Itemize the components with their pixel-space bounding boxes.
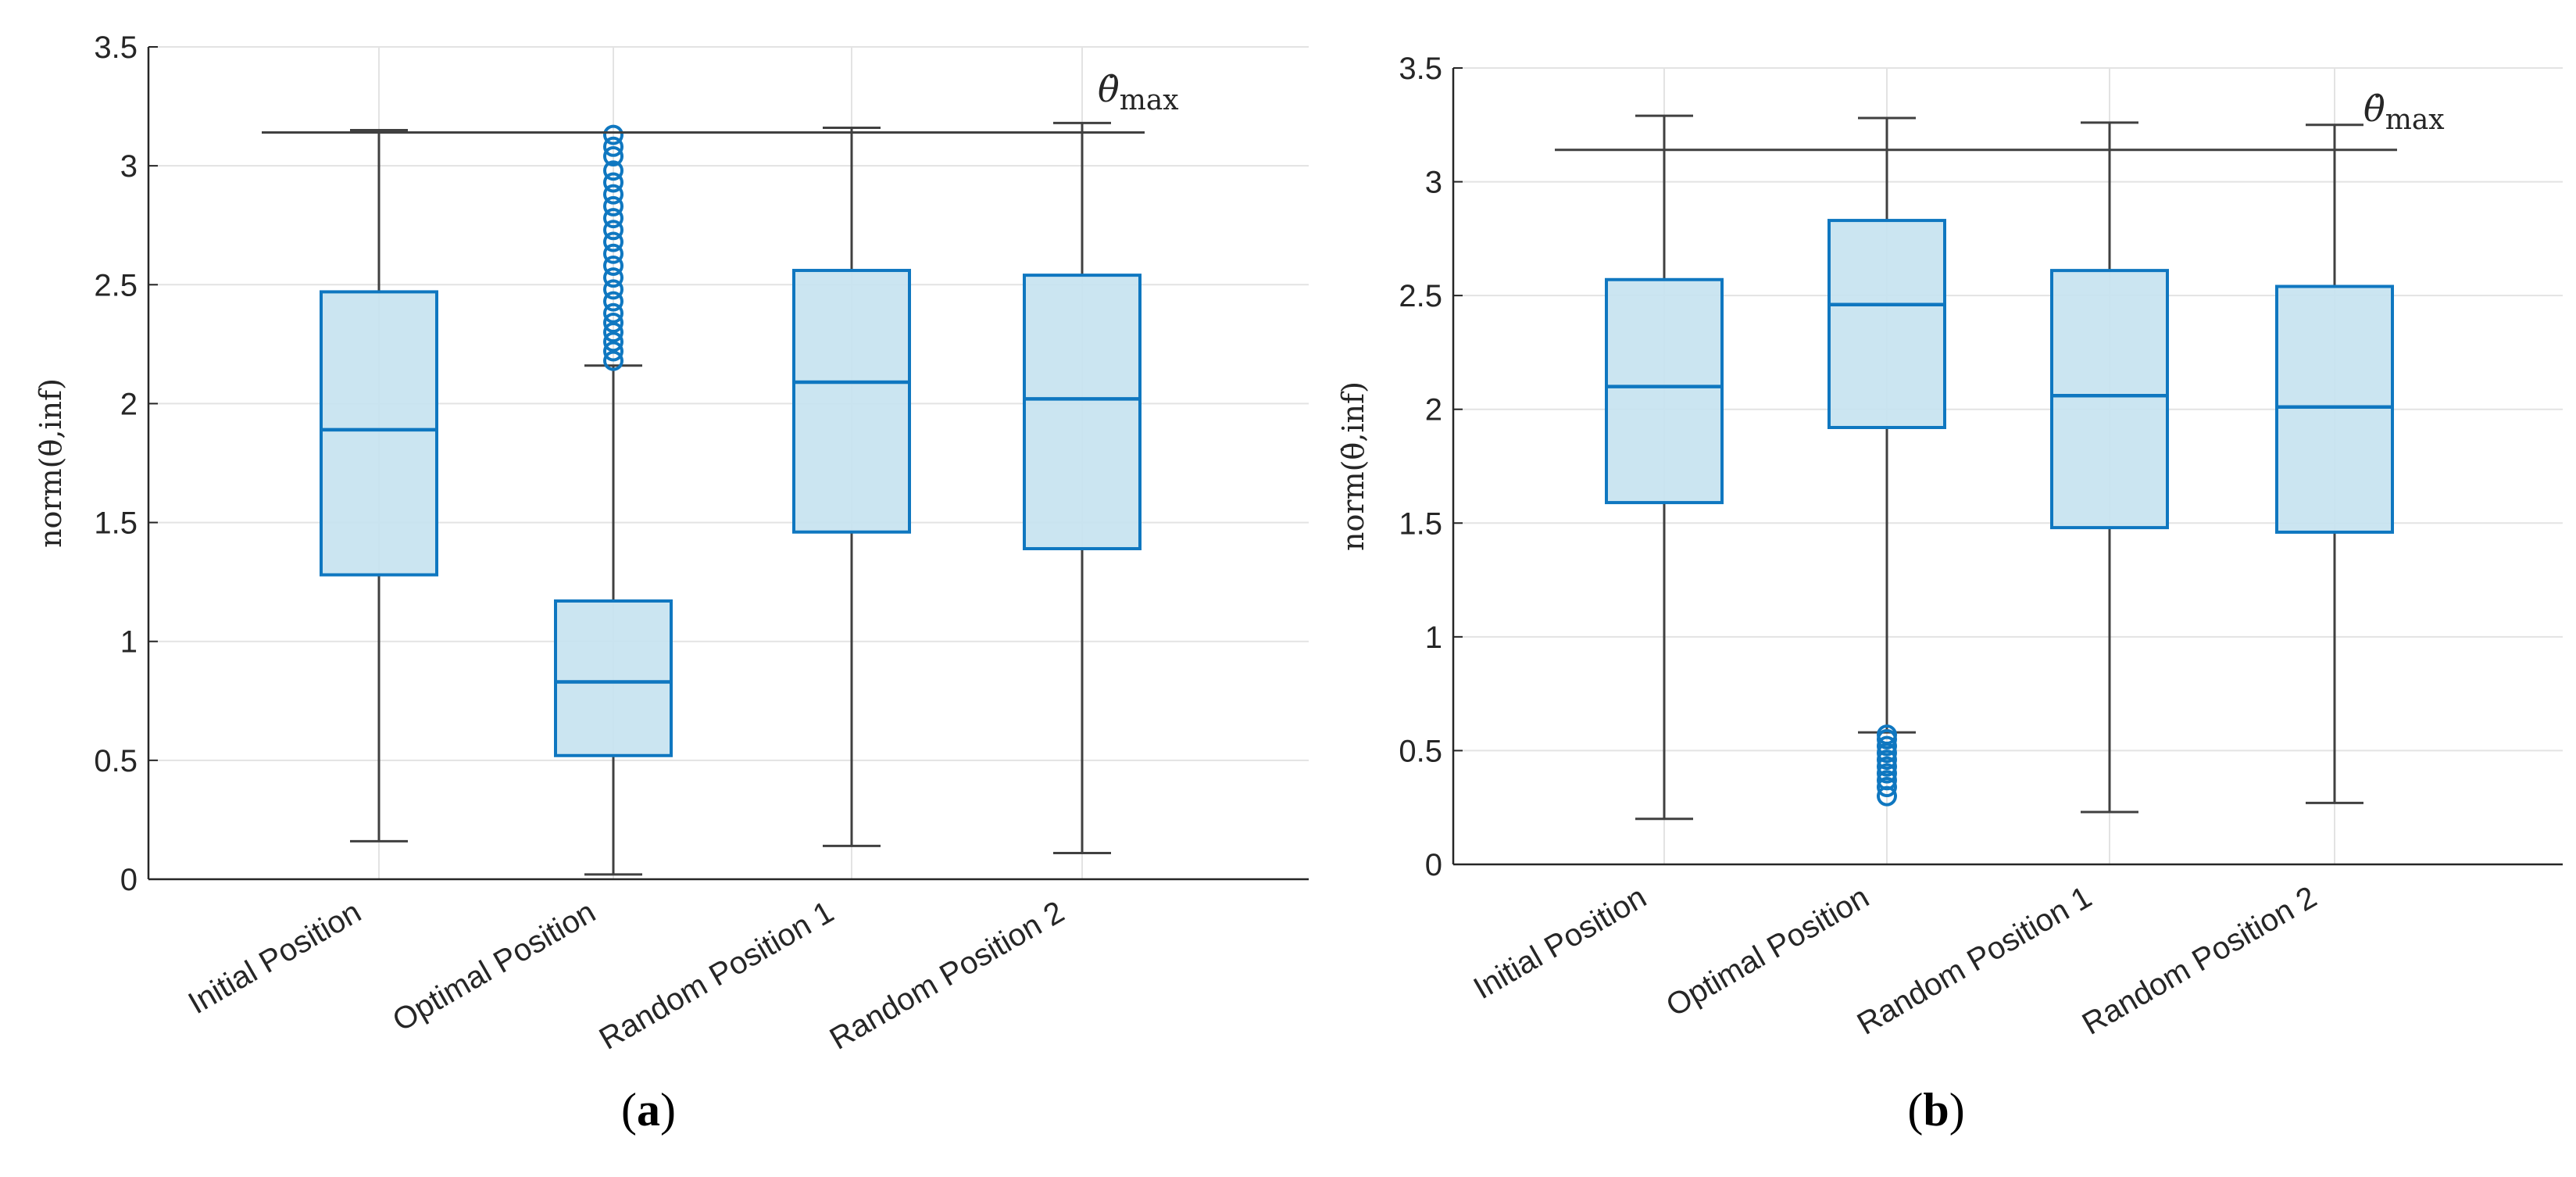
iqr-box	[320, 290, 438, 577]
outlier-point	[603, 279, 623, 300]
outlier-point	[1877, 735, 1897, 757]
y-tick-label: 0.5	[94, 744, 138, 778]
x-category-label: Optimal Position	[1660, 880, 1874, 1024]
outlier-point	[603, 267, 623, 288]
panel-label-part: b	[1923, 1084, 1949, 1136]
outlier-point	[603, 312, 623, 333]
outlier-point	[603, 231, 623, 252]
x-category-label: Random Position 1	[594, 895, 840, 1057]
box-optimal-position	[554, 124, 673, 876]
outlier-point	[1877, 770, 1897, 791]
chart-panel-a: 0 0.5 1 1.5 2 2.5 3 3.5 Initial Position Optimal …	[34, 30, 1309, 1136]
panel-label-part: )	[660, 1084, 676, 1136]
panel-label-part: (	[1907, 1084, 1923, 1136]
outlier-point	[1877, 724, 1897, 746]
iqr-box	[792, 269, 911, 534]
max-subscript: max	[1120, 84, 1179, 116]
outlier-point	[603, 331, 623, 352]
outlier-point	[603, 195, 623, 216]
panel-label: (b)	[1907, 1084, 1964, 1136]
y-axis-label: norm(θ̇,inf)	[1336, 381, 1370, 551]
outlier-point	[603, 208, 623, 229]
box-random-position-2	[2275, 123, 2394, 804]
y-tick-label: 3.5	[1399, 52, 1442, 86]
outlier-point	[603, 350, 623, 371]
chart-panel-b: 0 0.5 1 1.5 2 2.5 3 3.5 Initial Position Optimal …	[1336, 52, 2563, 1136]
theta-max-label: θ̇max	[1098, 68, 1179, 116]
y-axis-label: norm(θ̇,inf)	[34, 378, 68, 548]
y-tick-label: 1	[1425, 621, 1442, 655]
iqr-box	[554, 599, 673, 757]
y-tick-label: 3.5	[94, 30, 138, 65]
outlier-point	[1877, 756, 1897, 777]
outlier-point	[603, 136, 623, 157]
iqr-box	[1023, 274, 1142, 551]
y-tick-label: 2	[1425, 393, 1442, 428]
panel-label-part: (	[621, 1084, 637, 1136]
x-category-label: Random Position 1	[1852, 880, 2098, 1042]
y-tick-label: 3	[1425, 166, 1442, 200]
panel-label-part: a	[637, 1084, 660, 1136]
outlier-point	[603, 322, 623, 343]
y-tick-label: 2.5	[1399, 279, 1442, 313]
x-category-label: Random Position 2	[2077, 880, 2323, 1042]
outlier-point	[603, 243, 623, 264]
outlier-point	[603, 160, 623, 181]
outlier-point	[603, 184, 623, 205]
box-initial-position	[1605, 114, 1724, 821]
theta-dot-symbol: θ̇	[2363, 88, 2385, 130]
x-category-label: Initial Position	[183, 895, 367, 1021]
iqr-box	[1605, 277, 1724, 505]
iqr-box	[2275, 284, 2394, 534]
y-tick-label: 0.5	[1399, 734, 1442, 768]
y-tick-label: 1	[120, 625, 138, 660]
iqr-box	[2050, 269, 2169, 530]
y-tick-label: 3	[120, 149, 138, 184]
box-optimal-position	[1827, 116, 1946, 807]
box-random-position-2	[1023, 121, 1142, 855]
outlier-point	[1877, 777, 1897, 798]
theta-max-label: θ̇max	[2363, 88, 2445, 136]
outlier-point	[603, 291, 623, 312]
y-tick-label: 1.5	[1399, 506, 1442, 541]
x-category-label: Initial Position	[1468, 880, 1652, 1007]
outlier-point	[603, 145, 623, 166]
outlier-point	[603, 302, 623, 324]
theta-dot-symbol: θ̇	[1098, 68, 1120, 110]
panel-label: (a)	[621, 1084, 676, 1136]
max-subscript: max	[2385, 104, 2445, 136]
outlier-point	[603, 172, 623, 193]
box-random-position-1	[792, 126, 911, 847]
outlier-point	[1877, 749, 1897, 771]
outlier-point	[603, 341, 623, 362]
outlier-point	[603, 220, 623, 241]
box-random-position-1	[2050, 121, 2169, 814]
x-category-label: Optimal Position	[387, 895, 601, 1039]
y-tick-label: 0	[120, 863, 138, 897]
y-tick-label: 2	[120, 387, 138, 421]
outlier-point	[603, 124, 623, 145]
iqr-box	[1827, 219, 1946, 430]
outlier-point	[603, 255, 623, 276]
y-tick-label: 2.5	[94, 268, 138, 302]
y-tick-label: 0	[1425, 848, 1442, 882]
outlier-point	[1877, 763, 1897, 784]
box-initial-position	[320, 129, 438, 843]
x-category-label: Random Position 2	[824, 895, 1070, 1057]
panel-label-part: )	[1949, 1084, 1965, 1136]
y-tick-label: 1.5	[94, 506, 138, 541]
